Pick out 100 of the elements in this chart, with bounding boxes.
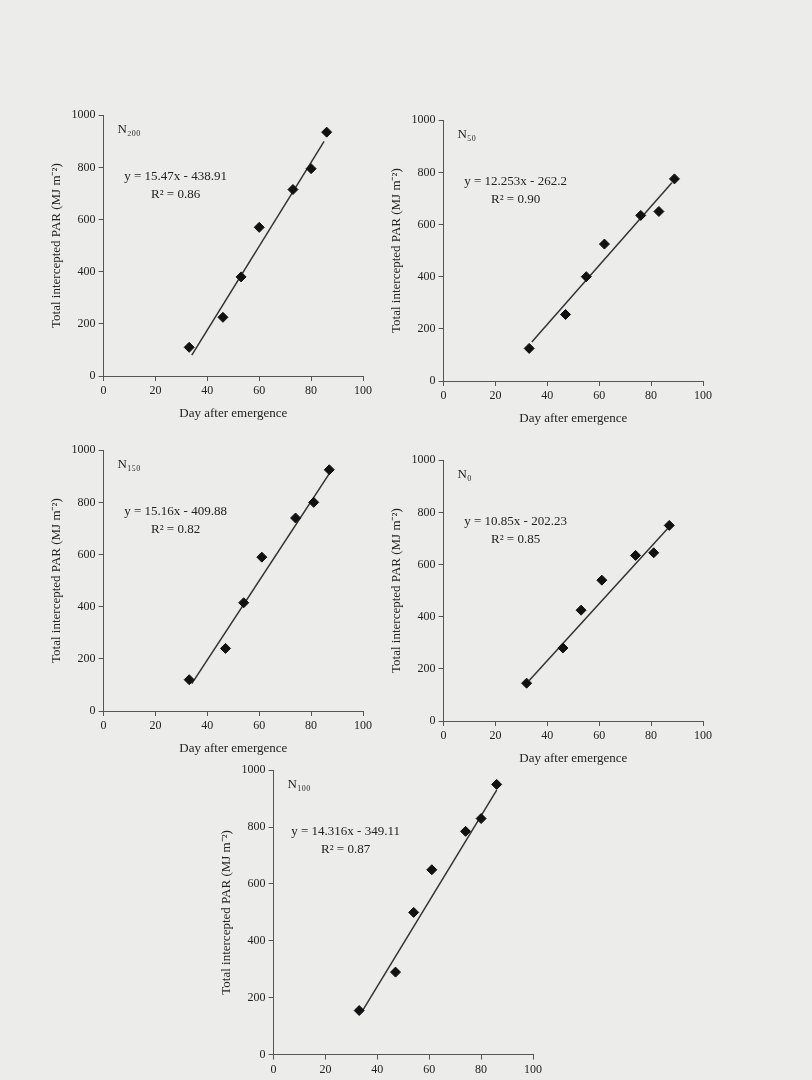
y-tick-label: 200 [77, 316, 96, 330]
x-tick-label: 60 [593, 388, 606, 403]
point [598, 238, 610, 250]
y-tick-label: 0 [89, 703, 96, 718]
x-tick-label: 20 [149, 718, 162, 733]
y-tick-label: 200 [417, 661, 436, 675]
x-tick-label: 100 [694, 728, 712, 743]
point [460, 825, 472, 837]
y-tick-label: 0 [429, 373, 436, 388]
point [183, 341, 195, 353]
point [653, 205, 665, 217]
annotation: y = 15.47x - 438.91 [124, 168, 227, 184]
x-tick-label: 80 [645, 388, 658, 403]
y-tick-label: 1000 [411, 112, 436, 127]
y-tick-label: 200 [247, 989, 266, 1004]
point [635, 209, 647, 221]
point [408, 906, 420, 918]
annotation: R² = 0.86 [151, 186, 201, 202]
x-tick-label: 40 [541, 388, 554, 403]
x-tick-label: 20 [149, 383, 162, 398]
point [668, 173, 680, 185]
point [648, 547, 660, 559]
x-tick-label: 40 [371, 1061, 384, 1076]
x-tick-label: 20 [489, 728, 502, 743]
x-tick-label: 100 [694, 388, 712, 403]
y-tick-label: 1000 [71, 442, 96, 457]
x-tick-label: 40 [201, 383, 214, 398]
point [580, 271, 592, 283]
x-tick-label: 60 [593, 728, 606, 743]
point [287, 184, 299, 196]
x-tick-label: 40 [541, 728, 554, 743]
y-axis-title: Total intercepted PAR (MJ m⁻²) [218, 830, 234, 995]
annotation: y = 10.85x - 202.23 [464, 513, 567, 529]
x-tick-label: 80 [305, 718, 318, 733]
x-tick-label: 80 [645, 728, 658, 743]
point [491, 778, 503, 790]
point [560, 309, 572, 320]
x-tick-label: 20 [319, 1061, 332, 1076]
y-tick-label: 800 [247, 819, 266, 834]
point [323, 464, 335, 476]
point [217, 311, 229, 323]
x-tick-label: 100 [354, 383, 372, 398]
y-tick-label: 400 [417, 608, 436, 623]
y-tick-label: 800 [77, 494, 96, 509]
point [353, 1005, 365, 1017]
point [390, 966, 402, 978]
x-tick-label: 0 [440, 388, 447, 403]
x-tick-label: 60 [253, 383, 266, 398]
x-tick-label: 80 [475, 1061, 488, 1076]
y-tick-label: 400 [417, 268, 436, 283]
x-tick-label: 80 [305, 383, 318, 398]
y-tick-label: 600 [77, 211, 96, 226]
x-axis-title: Day after emergence [519, 409, 628, 425]
point [523, 342, 535, 354]
x-tick-label: 100 [354, 718, 372, 733]
text: N₂₀₀ [117, 121, 141, 137]
point [321, 126, 333, 138]
y-tick-label: 400 [247, 933, 266, 947]
x-tick-label: 100 [524, 1061, 542, 1076]
y-tick-label: 0 [89, 368, 96, 383]
y-axis-title: Total intercepted PAR (MJ m⁻²) [388, 168, 404, 333]
annotation: R² = 0.90 [491, 191, 541, 207]
x-tick-label: 0 [100, 718, 107, 733]
point [308, 496, 320, 508]
x-tick-label: 20 [489, 388, 502, 403]
point [238, 597, 250, 609]
x-tick-label: 0 [270, 1061, 277, 1076]
point [253, 221, 265, 233]
point [630, 549, 642, 561]
point [235, 271, 247, 283]
annotation: y = 12.253x - 262.2 [464, 173, 567, 189]
text: N₀ [457, 466, 472, 482]
y-tick-label: 1000 [71, 107, 96, 122]
point [305, 163, 317, 175]
x-tick-label: 40 [201, 718, 214, 733]
x-axis-title: Day after emergence [179, 404, 288, 420]
annotation: R² = 0.87 [321, 841, 371, 857]
point [663, 519, 675, 531]
y-tick-label: 600 [417, 556, 436, 571]
point [596, 574, 608, 586]
point [256, 551, 268, 563]
y-tick-label: 1000 [241, 762, 266, 777]
y-tick-label: 0 [259, 1046, 266, 1061]
x-tick-label: 60 [423, 1061, 436, 1076]
point [557, 642, 569, 654]
y-tick-label: 600 [77, 546, 96, 561]
annotation: y = 14.316x - 349.11 [291, 823, 400, 839]
annotation: R² = 0.82 [151, 521, 201, 537]
point [290, 512, 302, 524]
y-axis-title: Total intercepted PAR (MJ m⁻²) [388, 508, 404, 673]
x-tick-label: 60 [253, 718, 266, 733]
y-axis-title: Total intercepted PAR (MJ m⁻²) [48, 163, 64, 328]
x-tick-label: 0 [440, 728, 447, 743]
point [220, 642, 232, 654]
y-tick-label: 800 [417, 164, 436, 179]
text: N₁₀₀ [287, 776, 311, 792]
annotation: y = 15.16x - 409.88 [124, 503, 227, 519]
annotation: R² = 0.85 [491, 531, 541, 547]
y-tick-label: 400 [77, 598, 96, 613]
y-tick-label: 400 [77, 263, 96, 278]
